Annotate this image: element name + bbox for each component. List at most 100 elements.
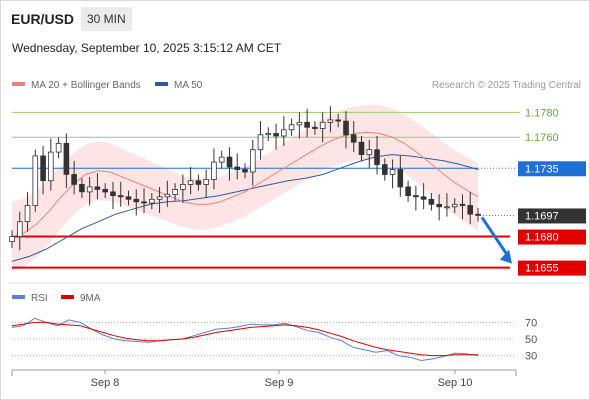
candle: [234, 166, 241, 170]
price-label-1.1735: 1.1735: [525, 163, 559, 175]
projection-arrow-shaft: [480, 216, 511, 259]
candle: [148, 198, 155, 204]
candle: [265, 133, 272, 136]
projection-arrow-head: [500, 249, 512, 264]
candle: [187, 180, 194, 185]
candle: [366, 149, 373, 156]
price-label-1.1680: 1.1680: [525, 232, 559, 244]
candle: [55, 142, 62, 153]
candle: [327, 119, 334, 123]
symbol-label: EUR/USD: [11, 11, 75, 27]
price-label-1.1760: 1.1760: [525, 132, 559, 144]
x-tick-label: Sep 8: [91, 377, 120, 389]
price-label-box: [518, 229, 586, 245]
candle: [428, 198, 435, 205]
candle: [141, 201, 147, 204]
price-label-box: [518, 161, 586, 177]
price-label-box: [518, 260, 586, 276]
rsi-level-label: 70: [525, 317, 537, 329]
candle: [358, 141, 365, 155]
ma50-label: MA 50: [174, 80, 203, 91]
candle: [125, 196, 132, 200]
price-label-1.1655: 1.1655: [525, 263, 559, 275]
candle: [16, 221, 23, 237]
candle: [350, 134, 357, 143]
legend-ma20: MA 20 + Bollinger Bands: [12, 80, 141, 91]
candle: [319, 121, 326, 129]
candle: [413, 195, 419, 198]
candle: [79, 183, 85, 193]
candle: [405, 186, 411, 196]
candle: [180, 183, 186, 190]
ma50-line: [11, 154, 479, 262]
rsi-label: RSI: [31, 293, 48, 304]
legend-rsi: RSI: [12, 293, 48, 304]
candle: [436, 203, 442, 208]
credit-label: Research © 2025 Trading Central: [431, 80, 581, 91]
price-label-box: [518, 208, 586, 224]
chart-header: EUR/USD 30 MIN: [0, 4, 590, 31]
candle: [164, 193, 171, 198]
candle: [156, 196, 163, 200]
price-label-1.1697: 1.1697: [525, 210, 559, 222]
candle: [71, 174, 77, 185]
candle: [211, 161, 217, 180]
datetime-label: Wednesday, September 10, 2025 3:15:12 AM…: [12, 41, 282, 55]
ma20-line: [11, 131, 479, 238]
candle: [226, 156, 233, 168]
candle: [273, 133, 279, 137]
rsi-line: [11, 317, 479, 362]
x-tick-label: Sep 9: [265, 377, 294, 389]
rsi-swatch: [12, 295, 25, 300]
price-label-1.1780: 1.1780: [525, 107, 559, 119]
candle: [389, 169, 396, 175]
candle: [195, 180, 202, 185]
timeframe-button[interactable]: 30 MIN: [81, 7, 132, 31]
rsi-level-label: 50: [525, 334, 537, 346]
legend-rsi-ma: 9MA: [61, 293, 101, 304]
candle: [63, 142, 70, 175]
candle: [459, 203, 466, 206]
candle: [475, 213, 481, 216]
candle: [94, 186, 101, 190]
candle: [48, 151, 54, 182]
candle: [280, 129, 287, 137]
candle: [40, 155, 46, 182]
candle: [467, 205, 473, 215]
rsi-ma-label: 9MA: [80, 293, 101, 304]
candle: [86, 186, 93, 193]
candle: [374, 149, 380, 165]
candle: [133, 198, 140, 203]
candle: [451, 203, 458, 208]
candle: [249, 149, 256, 173]
candle: [397, 169, 404, 188]
ma20-swatch: [12, 82, 25, 87]
candle: [24, 205, 31, 223]
candle: [420, 196, 427, 200]
candle: [335, 119, 341, 122]
candle: [312, 126, 318, 129]
candle: [444, 206, 450, 209]
candle: [172, 188, 178, 195]
candle: [32, 155, 39, 206]
candle: [203, 178, 210, 185]
candle: [304, 121, 310, 128]
candle: [257, 134, 264, 151]
ma20-label: MA 20 + Bollinger Bands: [31, 80, 141, 91]
candle: [343, 120, 349, 136]
rsi-level-label: 30: [525, 351, 537, 363]
candle: [102, 188, 109, 193]
candle: [288, 124, 295, 131]
candle: [117, 195, 124, 198]
legend-ma50: MA 50: [155, 80, 202, 91]
rsi-ma-swatch: [61, 295, 74, 300]
x-tick-label: Sep 10: [438, 377, 473, 389]
candle: [9, 236, 15, 243]
candle: [381, 164, 388, 175]
candle: [110, 191, 116, 196]
ma50-swatch: [155, 82, 168, 87]
candle: [218, 156, 225, 163]
rsi-ma-line: [11, 321, 478, 357]
candle: [296, 121, 303, 126]
